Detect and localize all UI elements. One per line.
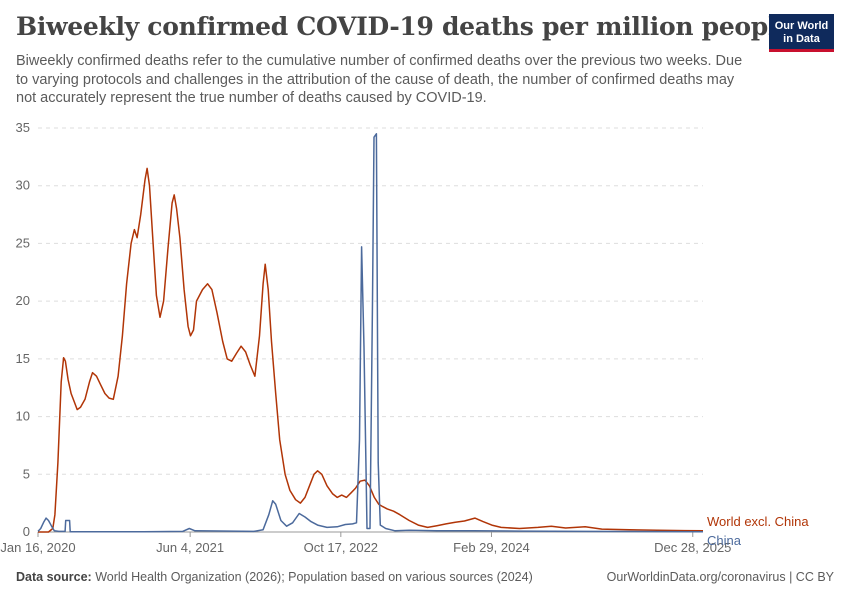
y-tick-label: 5 <box>23 466 30 481</box>
chart-subtitle: Biweekly confirmed deaths refer to the c… <box>16 53 743 106</box>
y-tick-label: 25 <box>16 235 30 250</box>
logo-line-1: Our World <box>774 20 829 32</box>
series-line <box>37 133 704 533</box>
x-tick-label: Feb 29, 2024 <box>453 540 530 555</box>
data-source-label: Data source: <box>16 570 92 584</box>
line-chart: 0 5 10 15 20 25 30 35 Jan 16, 2020 Jun 4, 2021 Oc… <box>0 120 809 555</box>
y-axis-ticks: 0 5 10 15 20 25 30 35 <box>16 120 30 539</box>
y-tick-label: 15 <box>16 351 30 366</box>
series-line <box>38 167 704 533</box>
y-tick-label: 20 <box>16 293 30 308</box>
owid-logo[interactable]: Our World in Data <box>769 14 834 52</box>
x-tick-label: Dec 28, 2025 <box>654 540 731 555</box>
x-axis-ticks: Jan 16, 2020 Jun 4, 2021 Oct 17, 2022 Feb 2… <box>0 532 731 555</box>
x-tick-label: Jun 4, 2021 <box>156 540 224 555</box>
y-tick-label: 30 <box>16 178 30 193</box>
data-source: Data source: World Health Organization (… <box>16 570 533 584</box>
y-tick-label: 0 <box>23 524 30 539</box>
series-label: World excl. China <box>707 514 809 529</box>
x-tick-label: Jan 16, 2020 <box>0 540 75 555</box>
y-tick-label: 35 <box>16 120 30 135</box>
logo-line-2: in Data <box>783 33 820 45</box>
chart-series <box>37 133 704 533</box>
chart-title: Biweekly confirmed COVID-19 deaths per m… <box>16 12 793 41</box>
source-link[interactable]: OurWorldinData.org/coronavirus | CC BY <box>606 570 834 584</box>
x-tick-label: Oct 17, 2022 <box>304 540 378 555</box>
y-tick-label: 10 <box>16 409 30 424</box>
series-label: China <box>707 533 742 548</box>
series-labels: World excl. China China <box>707 514 809 548</box>
data-source-text: World Health Organization (2026); Popula… <box>95 570 533 584</box>
